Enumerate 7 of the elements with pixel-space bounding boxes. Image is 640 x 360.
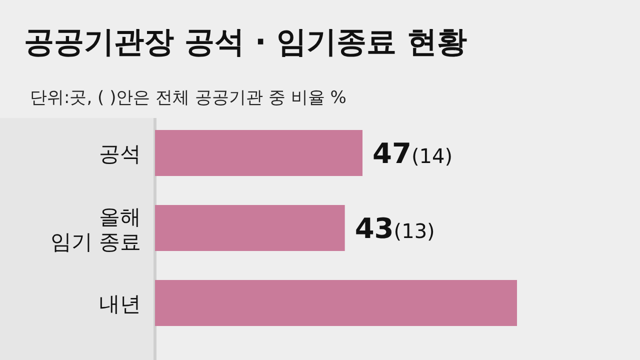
y-tick-label: 내년	[99, 292, 141, 316]
data-label: 47(14)	[372, 137, 453, 170]
chart-subtitle: 단위:곳, ( )안은 전체 공공기관 중 비율 %	[30, 88, 346, 108]
y-tick-label: 올해 임기 종료	[50, 205, 141, 254]
data-label: 43(13)	[354, 212, 435, 245]
y-tick-label: 공석	[99, 142, 141, 166]
chart-title: 공공기관장 공석 · 임기종료 현황	[24, 25, 468, 60]
